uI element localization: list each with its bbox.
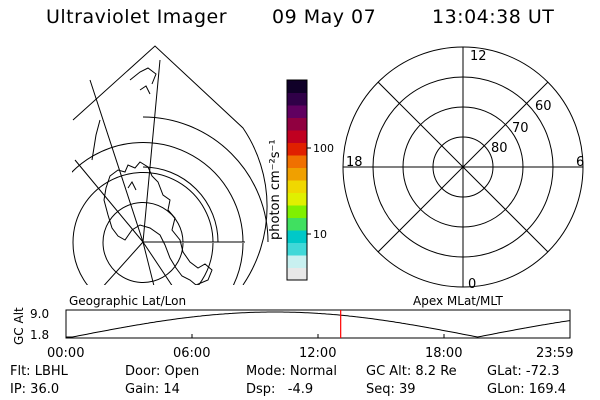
mlat-label-60: 60 — [535, 99, 552, 114]
field-of-view-edge — [72, 45, 268, 285]
colorbar-frame — [286, 79, 308, 281]
ip-readout: IP: 36.0 — [10, 382, 60, 397]
colorbar-cell — [287, 242, 307, 256]
time-tick-label: 23:59 — [536, 346, 573, 361]
apex-plot-label: Apex MLat/MLT — [413, 294, 503, 308]
glon-readout: GLon: 169.4 — [487, 382, 567, 397]
door-readout: Door: Open — [125, 364, 200, 379]
apex-diagonal-b — [377, 81, 549, 253]
colorbar-cell — [287, 267, 307, 281]
seq-readout: Seq: 39 — [366, 382, 416, 397]
colorbar-cell — [287, 142, 307, 156]
mlt-label-0: 0 — [468, 277, 476, 292]
time-tick-label: 00:00 — [47, 346, 84, 361]
colorbar-cell — [287, 117, 307, 131]
colorbar-cell — [287, 105, 307, 118]
latitude-grid — [72, 116, 269, 285]
mlt-label-6: 6 — [576, 155, 584, 170]
meridian-grid — [74, 59, 245, 285]
dsp-readout: Dsp: -4.9 — [246, 382, 314, 397]
colorbar-cell — [287, 167, 307, 181]
colorbar-tick-label-10: 10 — [313, 228, 327, 241]
colorbar-cell — [287, 192, 307, 206]
colorbar-cell — [287, 80, 307, 93]
colorbar-cell — [287, 205, 307, 218]
altitude-tick-low: 1.8 — [30, 328, 49, 342]
time-tick-label: 18:00 — [425, 346, 462, 361]
colorbar-cell — [287, 155, 307, 168]
geographic-plot-label: Geographic Lat/Lon — [69, 294, 186, 308]
altitude-strip: Geographic Lat/Lon Apex MLat/MLT GC Alt … — [12, 294, 573, 361]
time-tick-label: 06:00 — [173, 346, 210, 361]
colorbar-cell — [287, 180, 307, 193]
time-label: 13:04:38 UT — [432, 6, 555, 28]
gc-alt-readout: GC Alt: 8.2 Re — [366, 364, 457, 379]
filter-readout: Flt: LBHL — [10, 364, 68, 379]
mlt-label-12: 12 — [470, 49, 487, 64]
colorbar-cell — [287, 255, 307, 268]
mlat-label-70: 70 — [512, 121, 529, 136]
apex-labels: 12 0 18 6 60 70 80 — [346, 49, 584, 292]
time-axis: 00:00 06:00 12:00 18:00 23:59 — [47, 334, 573, 361]
instrument-title: Ultraviolet Imager — [46, 6, 228, 28]
glat-readout: GLat: -72.3 — [487, 364, 560, 379]
geographic-plot — [72, 45, 269, 285]
colorbar: 100 10 photon cm⁻²s⁻¹ — [268, 79, 334, 281]
altitude-curve — [66, 311, 571, 338]
colorbar-cell — [287, 217, 307, 231]
colorbar-unit-label: photon cm⁻²s⁻¹ — [268, 139, 283, 240]
coastline-islands — [91, 67, 157, 191]
mode-readout: Mode: Normal — [246, 364, 337, 379]
gain-readout: Gain: 14 — [125, 382, 180, 397]
colorbar-cell — [287, 92, 307, 106]
colorbar-cell — [287, 130, 307, 143]
coastline — [103, 161, 213, 285]
colorbar-gradient — [287, 80, 307, 281]
time-tick-label: 12:00 — [299, 346, 336, 361]
mlt-label-18: 18 — [346, 155, 363, 170]
mlat-label-80: 80 — [491, 141, 508, 156]
colorbar-cell — [287, 230, 307, 243]
altitude-axis-label: GC Alt — [12, 307, 26, 345]
date-label: 09 May 07 — [272, 6, 377, 28]
colorbar-tick-label-100: 100 — [313, 142, 334, 155]
apex-polar-plot — [342, 46, 584, 288]
altitude-tick-high: 9.0 — [30, 307, 49, 321]
